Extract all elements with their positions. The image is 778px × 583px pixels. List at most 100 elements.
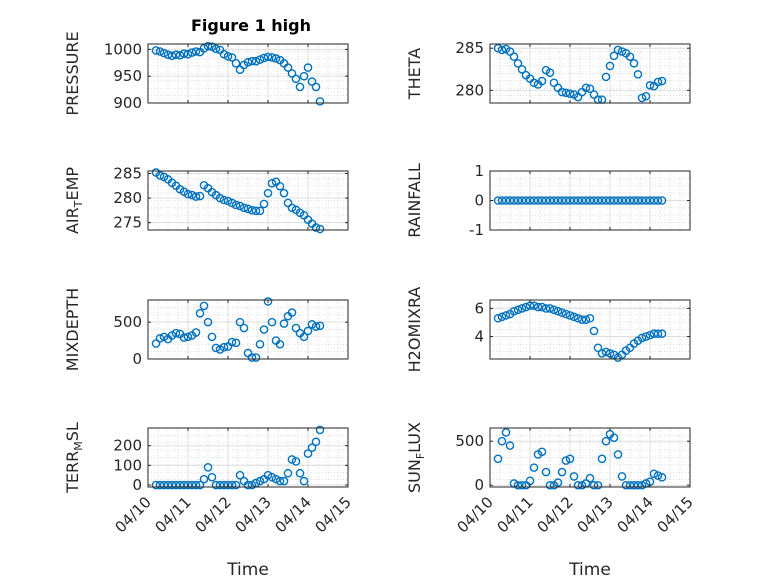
data-point [183, 332, 193, 342]
data-point [255, 339, 265, 349]
data-point [247, 480, 257, 490]
data-point [609, 51, 619, 61]
data-point [589, 196, 599, 205]
data-point [219, 342, 229, 352]
y-axis-label: TERRMSL [63, 422, 85, 494]
axes-frame [147, 170, 349, 231]
y-tick-label: 950 [113, 67, 142, 85]
axes-frame [147, 43, 349, 104]
data-point [299, 476, 309, 486]
data-point [187, 190, 197, 200]
data-point [223, 480, 233, 490]
data-point [247, 206, 257, 215]
y-tick-label: 1000 [104, 40, 142, 58]
data-point [501, 311, 511, 320]
data-point [231, 200, 241, 210]
data-point [275, 181, 285, 191]
data-point [637, 333, 647, 343]
data-point [565, 311, 575, 320]
y-tick-label: 6 [474, 299, 484, 317]
y-tick-label: 200 [113, 437, 142, 455]
data-point [183, 49, 193, 59]
data-point [549, 196, 559, 205]
axes-frame [147, 299, 349, 360]
y-axis-label: SUNFLUX [405, 422, 427, 493]
data-point [589, 326, 599, 336]
data-point [629, 59, 639, 68]
data-point [255, 55, 265, 64]
data-point [275, 339, 285, 349]
subplot-p8: 0 500 SUNFLUX [405, 422, 691, 494]
data-point [179, 49, 189, 58]
data-point [505, 196, 515, 205]
data-point [549, 305, 559, 315]
data-point [295, 468, 305, 478]
data-point [585, 473, 595, 483]
data-point [199, 474, 209, 484]
data-point [235, 201, 245, 211]
data-point [231, 338, 241, 348]
subplot-p2: 280 285 THETA [405, 39, 691, 104]
y-axis-label: PRESSURE [63, 31, 82, 115]
data-point [601, 72, 611, 82]
data-point [537, 76, 547, 86]
data-point [653, 77, 663, 87]
data-point [239, 323, 249, 333]
data-point [501, 196, 511, 205]
data-point [303, 449, 313, 458]
data-point [255, 476, 265, 486]
data-point [573, 196, 583, 205]
data-point [641, 91, 651, 101]
data-point [613, 450, 623, 459]
data-point [565, 454, 575, 464]
data-point [513, 59, 523, 68]
data-point [191, 192, 201, 201]
data-point [227, 53, 237, 62]
y-tick-label: 1 [474, 162, 484, 180]
data-point [505, 441, 515, 450]
data-point [657, 76, 667, 86]
data-point [517, 196, 527, 205]
data-point [525, 196, 535, 205]
data-point [493, 313, 503, 323]
data-point [609, 433, 619, 442]
data-point [311, 82, 321, 92]
data-point [259, 325, 269, 334]
data-point [641, 196, 651, 205]
data-point [593, 480, 603, 490]
data-point [171, 50, 181, 60]
data-point [215, 193, 225, 203]
data-point [227, 337, 237, 347]
data-point [521, 302, 531, 312]
data-point [553, 306, 563, 316]
data-point [657, 196, 667, 205]
data-point [167, 480, 177, 490]
data-point [557, 308, 567, 317]
y-axis-label: H2OMIXRA [405, 287, 424, 373]
data-point [155, 171, 165, 180]
data-point [279, 188, 289, 198]
data-point [629, 480, 639, 490]
data-point [163, 50, 173, 60]
y-tick-label: 500 [113, 313, 142, 331]
data-point [569, 312, 579, 322]
data-point [283, 63, 293, 72]
data-point [497, 196, 507, 205]
data-point [533, 196, 543, 205]
data-point [195, 191, 205, 201]
data-point [509, 196, 519, 205]
data-point [183, 189, 193, 199]
data-point [517, 480, 527, 490]
subplot-p4: -1 0 1 RAINFALL [405, 162, 691, 239]
data-point [633, 480, 643, 490]
data-point [155, 480, 165, 490]
data-point [191, 328, 201, 337]
data-point [171, 480, 181, 490]
data-point [637, 93, 647, 103]
data-point [649, 196, 659, 205]
y-tick-label: 280 [113, 189, 142, 207]
data-point [207, 472, 217, 482]
data-point [645, 330, 655, 340]
